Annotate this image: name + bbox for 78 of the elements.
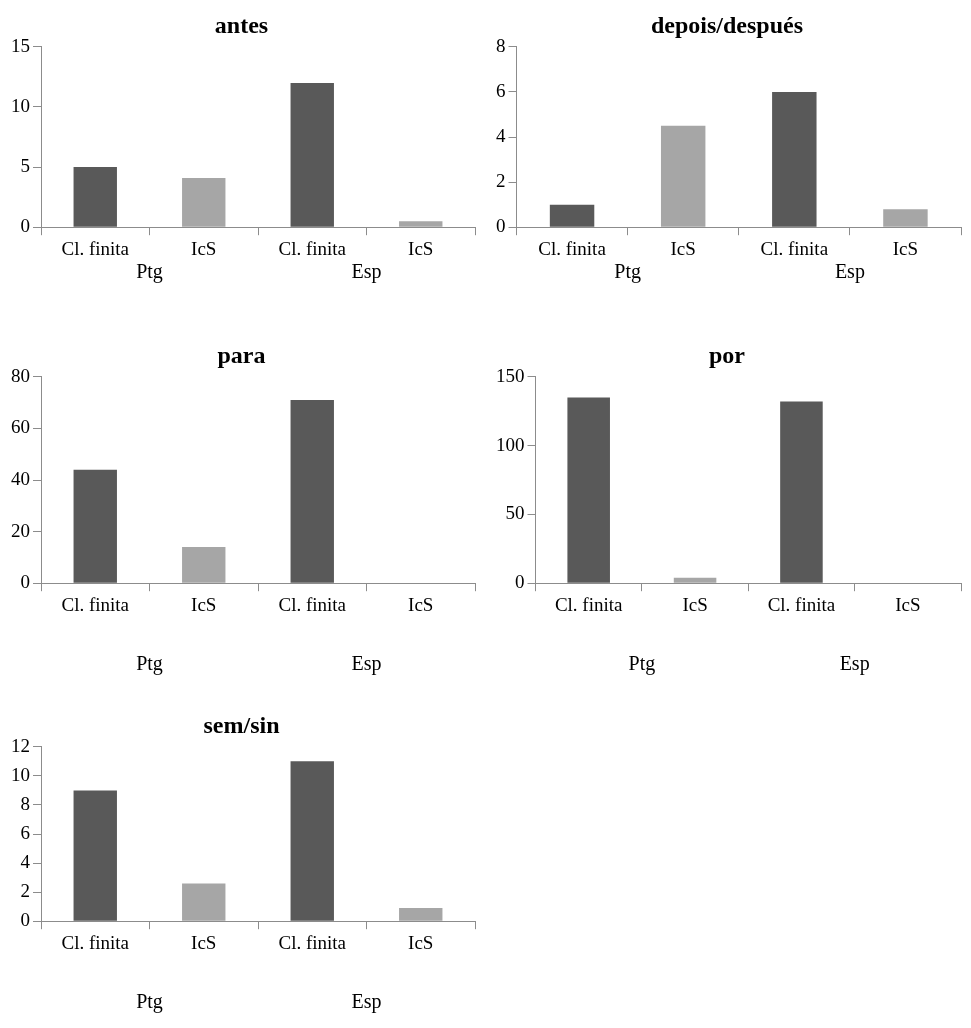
y-tick-label: 60	[11, 416, 30, 438]
y-tick-label: 4	[20, 851, 31, 873]
x-tick-label: IcS	[191, 593, 217, 615]
x-tick-label: Cl. finita	[61, 237, 130, 259]
x-tick-label: Cl. finita	[767, 593, 836, 615]
chart-title: antes	[214, 11, 269, 38]
y-tick-label: 20	[11, 519, 30, 541]
x-tick-label: Cl. finita	[278, 593, 347, 615]
x-tick-label: Cl. finita	[554, 593, 624, 615]
x-tick-label: IcS	[408, 237, 434, 259]
bar	[182, 547, 226, 583]
y-tick-label: 0	[515, 571, 525, 593]
x-tick-label: IcS	[670, 237, 696, 259]
x-tick-label: IcS	[191, 931, 217, 953]
y-tick-label: 100	[496, 433, 525, 455]
text: Ptg	[136, 990, 163, 1014]
x-tick-label: IcS	[892, 237, 919, 259]
text: Ptg	[136, 260, 163, 284]
x-tick-label: Cl. finita	[278, 931, 347, 953]
x-tick-label: IcS	[895, 593, 921, 615]
y-tick-label: 150	[496, 364, 525, 386]
bar	[182, 883, 226, 921]
x-tick-label: IcS	[408, 931, 434, 953]
y-tick-label: 40	[11, 467, 30, 489]
bar	[772, 91, 817, 227]
text: Ptg	[614, 260, 641, 284]
text: Esp	[839, 652, 870, 676]
x-tick-label: Cl. finita	[538, 237, 607, 259]
x-tick-label: Cl. finita	[760, 237, 829, 259]
bar	[73, 167, 117, 227]
y-tick-label: 50	[505, 502, 525, 524]
y-tick-label: 4	[496, 124, 506, 146]
y-tick-label: 2	[496, 170, 506, 192]
y-tick-label: 6	[20, 821, 30, 843]
bar	[673, 577, 717, 583]
text: Ptg	[628, 652, 656, 676]
x-tick-label: Cl. finita	[61, 931, 130, 953]
y-tick-label: 0	[20, 571, 30, 593]
y-tick-label: 0	[496, 215, 506, 237]
y-tick-label: 80	[11, 364, 30, 386]
x-tick-label: IcS	[682, 593, 708, 615]
y-tick-label: 10	[11, 763, 30, 785]
y-tick-label: 10	[11, 94, 30, 116]
text: Esp	[351, 652, 382, 676]
chart-title: por	[709, 341, 746, 368]
bar	[290, 400, 334, 583]
bar	[399, 908, 443, 921]
y-tick-label: 8	[496, 34, 506, 56]
x-tick-label: IcS	[191, 237, 217, 259]
bar	[290, 761, 334, 921]
text: Esp	[351, 260, 382, 284]
y-tick-label: 6	[496, 79, 506, 101]
bar	[290, 82, 334, 227]
x-tick-label: IcS	[408, 593, 434, 615]
text: Esp	[351, 990, 382, 1014]
y-tick-label: 12	[11, 734, 30, 756]
bar	[182, 177, 226, 227]
y-tick-label: 0	[20, 215, 30, 237]
y-tick-label: 5	[20, 155, 30, 177]
y-tick-label: 15	[11, 34, 30, 56]
bar	[660, 125, 706, 227]
text: Ptg	[136, 652, 163, 676]
bar	[73, 469, 117, 583]
x-tick-label: Cl. finita	[278, 237, 347, 259]
chart-title: para	[217, 341, 266, 368]
bar	[567, 397, 610, 583]
bar	[883, 209, 928, 227]
chart-title: depois/después	[650, 11, 804, 38]
bar	[73, 790, 117, 921]
y-tick-label: 8	[20, 792, 30, 814]
x-tick-label: Cl. finita	[61, 593, 130, 615]
bar	[549, 204, 595, 227]
y-tick-label: 0	[20, 909, 30, 931]
bar	[399, 221, 443, 227]
y-tick-label: 2	[20, 880, 30, 902]
bar	[780, 401, 823, 583]
chart-title: sem/sin	[203, 711, 280, 738]
text: Esp	[834, 260, 865, 284]
